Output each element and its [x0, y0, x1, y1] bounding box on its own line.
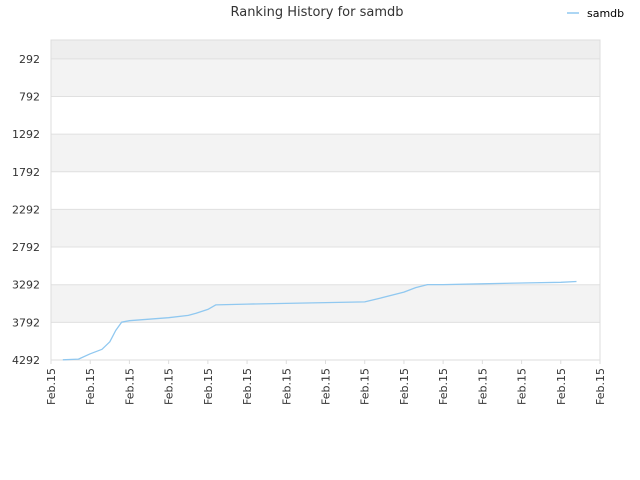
x-tick-label: Feb.15	[280, 368, 293, 405]
plot-bands	[51, 40, 600, 360]
x-tick-label: Feb.15	[320, 368, 333, 405]
x-tick-label: Feb.15	[437, 368, 450, 405]
y-tick-label: 3792	[12, 316, 40, 329]
legend: samdb	[567, 7, 624, 20]
plot-band	[51, 40, 600, 59]
plot-band	[51, 58, 600, 97]
x-tick-label: Feb.15	[163, 368, 176, 405]
plot-band	[51, 322, 600, 360]
x-tick-label: Feb.15	[123, 368, 136, 405]
y-tick-label: 3292	[12, 279, 40, 292]
series-layer	[62, 280, 577, 361]
plot-band	[51, 171, 600, 210]
x-tick-label: Feb.15	[516, 368, 529, 405]
x-tick-label: Feb.15	[476, 368, 489, 405]
x-tick-label: Feb.15	[45, 368, 58, 405]
plot-band	[51, 134, 600, 172]
x-tick-label: Feb.15	[398, 368, 411, 405]
plot-band	[51, 209, 600, 248]
y-tick-label: 1792	[12, 166, 40, 179]
x-tick-label: Feb.15	[359, 368, 372, 405]
y-tick-label: 4292	[12, 354, 40, 367]
x-tick-label: Feb.15	[84, 368, 97, 405]
y-tick-label: 292	[19, 53, 40, 66]
x-tick-label: Feb.15	[241, 368, 254, 405]
y-tick-label: 792	[19, 90, 40, 103]
series-line-samdb	[62, 280, 577, 361]
plot-band	[51, 247, 600, 285]
x-tick-label: Feb.15	[202, 368, 215, 405]
y-axis-ticks: 292 792 1292 1792 2292 2792 3292 3792 4292	[12, 53, 40, 367]
y-tick-label: 2792	[12, 241, 40, 254]
x-tick-label: Feb.15	[555, 368, 568, 405]
x-axis-ticks: Feb.15 Feb.15 Feb.15 Feb.15 Feb.15 Feb.15 Feb.…	[45, 360, 607, 405]
legend-label-samdb: samdb	[587, 7, 624, 20]
y-tick-label: 2292	[12, 203, 40, 216]
y-tick-label: 1292	[12, 128, 40, 141]
plot-band	[51, 284, 600, 323]
x-tick-label: Feb.15	[594, 368, 607, 405]
chart-title: Ranking History for samdb	[230, 5, 403, 20]
plot-band	[51, 96, 600, 135]
